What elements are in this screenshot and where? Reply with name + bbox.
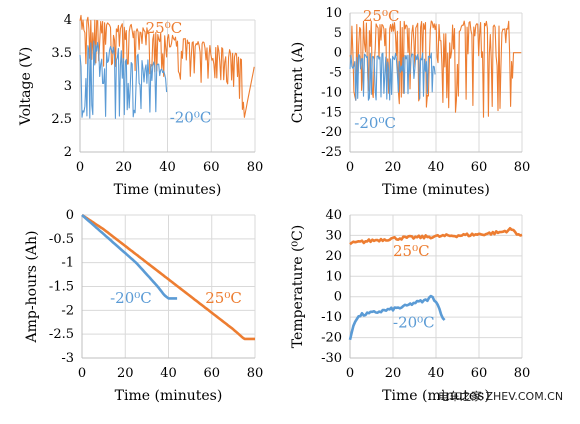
y-tick-label: 2.5 bbox=[51, 112, 72, 127]
x-tick-label: 80 bbox=[247, 366, 264, 381]
y-tick-label: -10 bbox=[321, 85, 342, 100]
y-axis-title: Temperature (⁰C) bbox=[290, 225, 306, 348]
series-annotation: 25⁰C bbox=[393, 242, 430, 260]
y-tick-label: -0.5 bbox=[49, 232, 74, 247]
x-tick-label: 0 bbox=[346, 366, 354, 381]
series-annotation: -20⁰C bbox=[393, 313, 435, 331]
series-line bbox=[81, 213, 255, 341]
series-annotation: -20⁰C bbox=[110, 289, 152, 307]
y-tick-label: 20 bbox=[325, 249, 342, 264]
x-tick-label: 40 bbox=[160, 366, 177, 381]
series-line bbox=[79, 14, 255, 118]
y-axis-title: Current (A) bbox=[290, 42, 306, 124]
x-axis-title: Time (minutes) bbox=[114, 182, 222, 198]
amphours-chart: -3 -2.5 -2 -1.5 -1 -0.5 0 0 20 40 60 80 Time (minute… bbox=[24, 208, 263, 404]
x-tick-label: 0 bbox=[78, 366, 86, 381]
y-tick-label: -20 bbox=[321, 331, 342, 346]
x-tick-label: 60 bbox=[203, 366, 220, 381]
series-annotation: -20⁰C bbox=[354, 114, 396, 132]
x-tick-label: 60 bbox=[471, 366, 488, 381]
series-line bbox=[349, 52, 436, 101]
series-line bbox=[348, 294, 446, 341]
x-axis-title: Time (minutes) bbox=[115, 388, 223, 404]
x-axis-title: Time (minutes) bbox=[382, 182, 490, 198]
x-tick-label: 80 bbox=[514, 366, 531, 381]
x-tick-label: 40 bbox=[428, 160, 445, 175]
y-tick-label: 10 bbox=[325, 6, 342, 21]
x-tick-label: 0 bbox=[346, 160, 354, 175]
y-tick-label: -2.5 bbox=[49, 327, 74, 342]
y-tick-label: -10 bbox=[321, 310, 342, 325]
y-tick-label: 0 bbox=[334, 290, 342, 305]
series-annotation: -20⁰C bbox=[170, 108, 212, 126]
y-tick-label: -3 bbox=[61, 351, 74, 366]
x-tick-label: 20 bbox=[385, 160, 402, 175]
x-tick-label: 40 bbox=[159, 160, 176, 175]
y-tick-label: -1.5 bbox=[49, 280, 74, 295]
watermark: 电车之家 ZHEV.COM.CN bbox=[438, 389, 563, 403]
y-tick-label: -5 bbox=[329, 66, 342, 81]
x-tick-label: 80 bbox=[514, 160, 531, 175]
current-chart: -25 -20 -15 -10 -5 0 5 10 0 20 40 60 80 Time (minutes… bbox=[290, 6, 530, 198]
x-tick-label: 80 bbox=[247, 160, 264, 175]
x-tick-label: 60 bbox=[471, 160, 488, 175]
x-tick-label: 20 bbox=[385, 366, 402, 381]
y-tick-label: 5 bbox=[334, 26, 342, 41]
x-tick-label: 60 bbox=[203, 160, 220, 175]
y-tick-label: 30 bbox=[325, 228, 342, 243]
series-annotation: 25⁰C bbox=[146, 19, 183, 37]
y-tick-label: -1 bbox=[61, 256, 74, 271]
y-tick-label: 0 bbox=[334, 46, 342, 61]
temperature-chart: -30 -20 -10 0 10 20 30 40 0 20 40 60 80 Time (minutes… bbox=[290, 208, 530, 404]
y-tick-label: 2 bbox=[64, 145, 72, 160]
y-tick-label: -2 bbox=[61, 303, 74, 318]
y-tick-label: 4 bbox=[64, 13, 72, 28]
y-tick-label: -30 bbox=[321, 351, 342, 366]
y-tick-label: 3.5 bbox=[51, 46, 72, 61]
x-tick-label: 40 bbox=[428, 366, 445, 381]
y-tick-label: -20 bbox=[321, 125, 342, 140]
y-tick-label: 3 bbox=[64, 79, 72, 94]
series-line bbox=[81, 214, 178, 300]
y-tick-label: -15 bbox=[321, 105, 342, 120]
x-axis-title: Time (minutes) bbox=[382, 388, 490, 404]
series-line bbox=[79, 40, 168, 119]
x-tick-label: 20 bbox=[117, 366, 134, 381]
y-tick-label: -25 bbox=[321, 145, 342, 160]
x-tick-label: 0 bbox=[76, 160, 84, 175]
series-line bbox=[349, 20, 522, 118]
y-tick-label: 40 bbox=[325, 208, 342, 223]
y-tick-label: 10 bbox=[325, 269, 342, 284]
y-axis-title: Amp-hours (Ah) bbox=[24, 231, 40, 344]
series-annotation: 25⁰C bbox=[363, 7, 400, 25]
x-tick-label: 20 bbox=[115, 160, 132, 175]
series-annotation: 25⁰C bbox=[205, 289, 242, 307]
y-axis-title: Voltage (V) bbox=[18, 47, 34, 126]
y-tick-label: 0 bbox=[66, 208, 74, 223]
series-line bbox=[349, 227, 523, 246]
